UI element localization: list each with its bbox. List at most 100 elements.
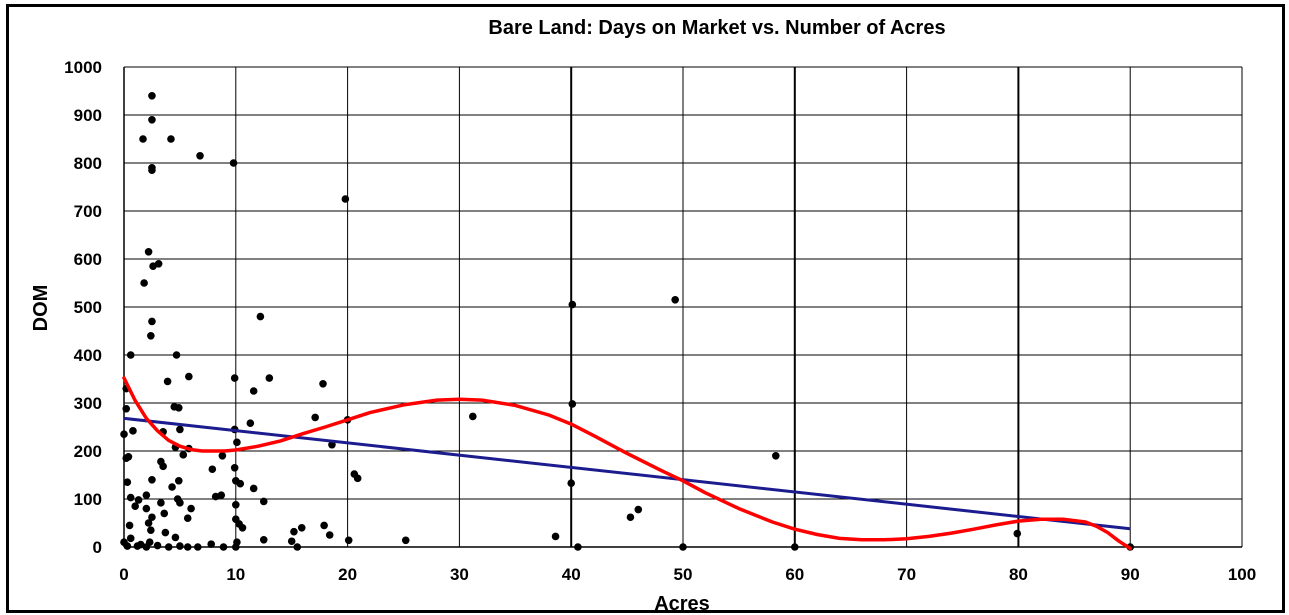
data-point <box>148 166 156 174</box>
data-point <box>311 413 319 422</box>
data-point <box>144 248 153 256</box>
data-point <box>259 497 268 506</box>
data-point <box>160 509 169 518</box>
data-point <box>171 533 180 542</box>
data-point <box>157 499 165 507</box>
data-point <box>123 542 132 550</box>
data-point <box>142 504 151 513</box>
data-point <box>176 499 184 507</box>
x-tick-label: 90 <box>1121 565 1140 584</box>
data-point <box>256 312 265 321</box>
data-point <box>249 387 258 395</box>
data-point <box>179 451 188 459</box>
linear-trendline <box>123 416 1131 531</box>
data-point <box>140 279 148 287</box>
data-point <box>233 538 241 546</box>
data-point <box>176 542 184 550</box>
data-point <box>236 479 245 488</box>
data-point <box>147 526 155 534</box>
data-point <box>126 493 135 502</box>
x-tick-label: 30 <box>450 565 469 584</box>
data-point <box>217 491 226 499</box>
data-point <box>287 537 296 546</box>
x-tick-label: 60 <box>785 565 804 584</box>
x-tick-label: 100 <box>1228 565 1256 584</box>
data-point <box>469 412 477 421</box>
data-point <box>567 479 575 487</box>
data-point <box>679 543 687 551</box>
y-tick-label: 300 <box>74 394 102 413</box>
x-tick-label: 80 <box>1009 565 1028 584</box>
data-point <box>183 543 192 551</box>
data-point <box>126 351 135 359</box>
x-tick-label: 50 <box>674 565 693 584</box>
data-point <box>172 351 181 359</box>
y-tick-label: 1000 <box>64 58 102 77</box>
y-tick-label: 900 <box>74 106 102 125</box>
data-point <box>185 372 193 381</box>
y-tick-label: 700 <box>74 202 102 221</box>
data-point <box>159 462 167 471</box>
data-point <box>164 543 173 551</box>
data-point <box>344 536 353 545</box>
y-tick-label: 200 <box>74 442 102 461</box>
data-point <box>142 543 151 551</box>
data-point <box>233 438 241 447</box>
data-point <box>123 478 132 487</box>
y-tick-labels: 0 100 200 300 400 500 600 700 800 900 1000 <box>64 58 102 557</box>
x-tick-label: 40 <box>562 565 581 584</box>
data-point <box>168 483 176 491</box>
data-point <box>125 521 134 530</box>
x-tick-labels: 0 10 20 30 40 50 60 70 80 90 100 <box>119 565 1256 584</box>
data-point <box>174 404 183 412</box>
data-point <box>148 476 156 484</box>
chart-title: Bare Land: Days on Market vs. Number of … <box>488 17 945 39</box>
data-point <box>290 527 298 536</box>
data-point <box>574 543 582 551</box>
data-point <box>634 505 643 514</box>
polynomial-trendline <box>122 376 1132 551</box>
data-point <box>139 135 147 143</box>
grid-lines <box>124 66 1243 547</box>
data-point <box>219 543 228 551</box>
data-point <box>148 317 156 326</box>
y-tick-label: 100 <box>74 490 102 509</box>
data-point <box>238 524 247 532</box>
data-point <box>1013 529 1022 538</box>
data-point <box>122 404 131 413</box>
data-point <box>259 536 268 544</box>
data-point <box>144 519 153 527</box>
data-point <box>176 425 184 434</box>
data-point <box>320 521 328 530</box>
data-point <box>161 528 170 537</box>
data-point <box>149 262 157 271</box>
data-point <box>147 332 155 340</box>
data-point <box>133 542 142 550</box>
data-point <box>671 296 679 304</box>
data-point <box>131 502 139 511</box>
data-point <box>341 195 350 203</box>
data-point <box>183 514 192 522</box>
x-tick-label: 10 <box>226 565 245 584</box>
data-point <box>265 374 274 382</box>
data-point <box>148 513 156 522</box>
y-axis-label: DOM <box>30 285 52 332</box>
x-tick-label: 20 <box>338 565 357 584</box>
data-point <box>153 541 162 550</box>
y-tick-label: 0 <box>93 538 102 557</box>
x-axis-label: Acres <box>654 593 710 615</box>
y-tick-label: 800 <box>74 154 102 173</box>
data-point <box>319 380 327 388</box>
data-point <box>134 496 143 504</box>
data-point <box>246 419 255 427</box>
data-point <box>568 300 577 309</box>
chart-frame <box>6 4 1285 613</box>
data-point <box>208 465 217 474</box>
data-point <box>163 377 172 386</box>
data-point <box>230 374 239 382</box>
data-point <box>353 474 362 483</box>
data-point <box>148 116 156 124</box>
data-point <box>187 504 195 513</box>
data-point <box>791 543 799 551</box>
data-point <box>325 531 334 539</box>
